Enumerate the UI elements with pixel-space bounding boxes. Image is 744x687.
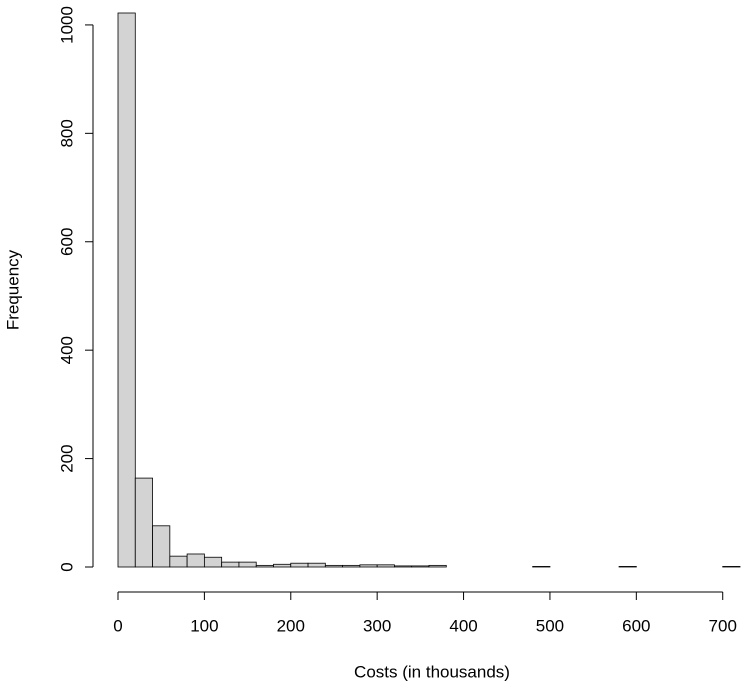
- bar: [532, 566, 551, 568]
- x-tick-label: 200: [277, 616, 305, 635]
- bar: [411, 565, 430, 568]
- x-tick-label: 0: [113, 616, 122, 635]
- x-tick-label: 400: [449, 616, 477, 635]
- bar: [618, 566, 637, 568]
- y-axis-title: Frequency: [3, 249, 22, 330]
- bar: [428, 564, 447, 568]
- bar: [203, 556, 223, 568]
- y-tick-label: 200: [57, 444, 76, 472]
- bar: [342, 564, 361, 568]
- x-tick-label: 100: [190, 616, 218, 635]
- bar: [376, 564, 395, 568]
- bar: [722, 566, 741, 568]
- y-tick-label: 600: [57, 228, 76, 256]
- bar: [273, 563, 292, 568]
- x-tick-label: 600: [622, 616, 650, 635]
- bar: [169, 555, 188, 568]
- bar: [134, 477, 153, 568]
- bar: [255, 564, 274, 568]
- bar: [117, 12, 136, 568]
- x-tick-label: 500: [536, 616, 564, 635]
- bar: [290, 562, 309, 568]
- bar: [324, 564, 344, 568]
- x-tick-label: 700: [709, 616, 737, 635]
- bar: [221, 561, 240, 568]
- bar: [186, 553, 205, 568]
- bar: [238, 561, 257, 568]
- bar: [359, 564, 378, 568]
- y-tick-label: 1000: [57, 6, 76, 44]
- x-tick-label: 300: [363, 616, 391, 635]
- bar: [307, 562, 326, 568]
- y-tick-label: 800: [57, 119, 76, 147]
- bar: [152, 525, 171, 568]
- y-tick-label: 400: [57, 336, 76, 364]
- bar: [394, 565, 413, 568]
- x-axis-title: Costs (in thousands): [354, 662, 510, 681]
- y-tick-label: 0: [57, 562, 76, 571]
